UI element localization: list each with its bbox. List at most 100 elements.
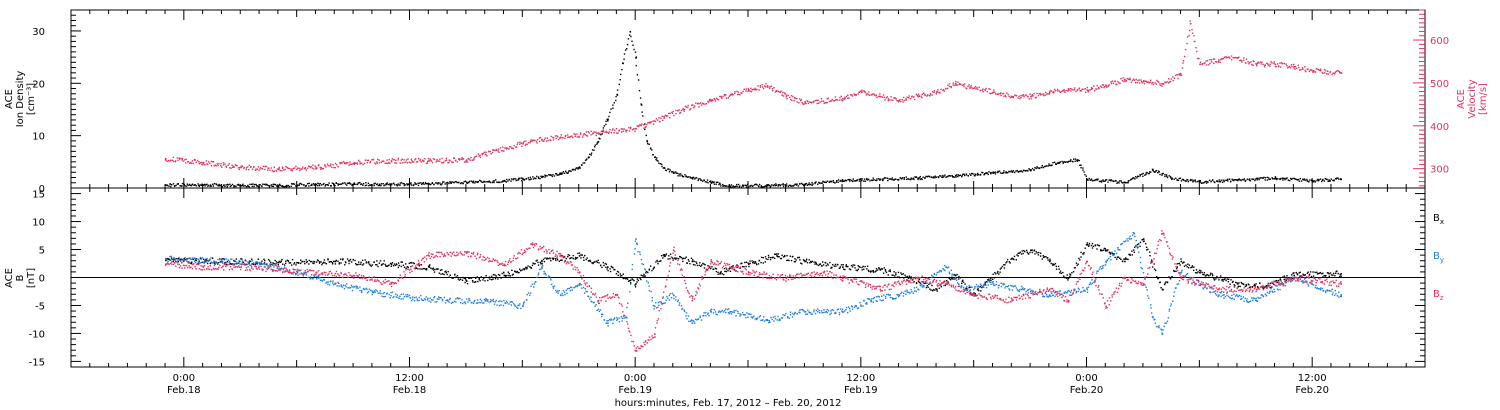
- density-point: [1127, 182, 1129, 184]
- bx-point: [895, 272, 897, 274]
- bx-point: [445, 270, 447, 272]
- velocity-point: [801, 102, 803, 104]
- bx-point: [1129, 254, 1131, 256]
- density-point: [1230, 180, 1232, 182]
- density-point: [724, 185, 727, 187]
- velocity-point: [851, 94, 853, 96]
- by-point: [832, 309, 835, 312]
- density-point: [1065, 161, 1067, 163]
- velocity-point: [247, 169, 250, 171]
- by-point: [897, 294, 899, 296]
- density-point: [657, 160, 659, 162]
- by-point: [719, 311, 721, 313]
- velocity-point: [1053, 91, 1055, 93]
- bx-point: [191, 261, 193, 263]
- bx-point: [798, 256, 801, 259]
- bx-point: [1059, 272, 1061, 274]
- velocity-point: [1136, 81, 1139, 84]
- by-point: [381, 295, 383, 297]
- by-point: [680, 304, 683, 307]
- velocity-point: [436, 160, 438, 162]
- velocity-point: [784, 93, 786, 95]
- density-point: [1094, 179, 1096, 182]
- density-point: [741, 184, 744, 186]
- by-point: [554, 289, 557, 292]
- velocity-point: [582, 134, 585, 136]
- bx-point: [1224, 278, 1226, 280]
- bx-point: [745, 261, 748, 263]
- bx-point: [1227, 281, 1230, 283]
- velocity-point: [415, 161, 418, 163]
- velocity-point: [1264, 64, 1266, 66]
- density-point: [680, 173, 682, 175]
- bx-point: [760, 261, 762, 264]
- density-point: [486, 181, 488, 183]
- velocity-point: [270, 167, 273, 169]
- velocity-point: [929, 94, 931, 96]
- by-point: [445, 299, 447, 302]
- density-point: [380, 184, 382, 187]
- by-point: [464, 301, 466, 303]
- velocity-point: [865, 94, 868, 96]
- by-point: [685, 315, 687, 317]
- velocity-point: [325, 166, 327, 168]
- density-point: [1247, 178, 1249, 180]
- velocity-point: [425, 162, 428, 164]
- velocity-marker: [484, 153, 487, 156]
- velocity-point: [950, 86, 952, 89]
- bx-point: [1088, 242, 1091, 245]
- velocity-point: [1086, 86, 1089, 89]
- velocity-point: [481, 152, 483, 155]
- density-point: [785, 185, 788, 187]
- by-point: [696, 319, 698, 321]
- density-point: [744, 184, 747, 186]
- density-point: [697, 179, 699, 182]
- by-point: [720, 310, 722, 313]
- velocity-point: [946, 87, 949, 90]
- density-point: [501, 181, 503, 183]
- velocity-point: [643, 127, 645, 129]
- bx-point: [736, 266, 738, 269]
- velocity-point: [1287, 66, 1290, 68]
- velocity-point: [1269, 65, 1271, 67]
- velocity-point: [890, 95, 892, 98]
- bx-point: [569, 257, 572, 259]
- by-point: [288, 270, 290, 272]
- velocity-point: [273, 170, 275, 172]
- velocity-tick-label: 600: [1430, 36, 1449, 47]
- field-tick-label: -10: [29, 329, 45, 340]
- density-point: [777, 184, 779, 186]
- velocity-marker: [1086, 89, 1089, 91]
- bx-point: [613, 269, 615, 271]
- density-point: [1284, 179, 1286, 181]
- velocity-point: [1033, 93, 1035, 95]
- velocity-point: [502, 146, 504, 148]
- density-point: [1115, 180, 1117, 182]
- by-point: [1032, 290, 1034, 292]
- by-point: [699, 316, 701, 318]
- by-point: [478, 301, 480, 304]
- velocity-point: [519, 141, 521, 143]
- bx-point: [474, 281, 476, 283]
- density-point: [1263, 176, 1265, 179]
- density-point: [1162, 172, 1164, 175]
- velocity-point: [1183, 55, 1186, 58]
- bx-point: [436, 268, 438, 270]
- bx-point: [881, 268, 884, 270]
- bx-point: [712, 268, 715, 271]
- bx-point: [293, 262, 296, 264]
- bx-point: [491, 279, 493, 281]
- density-point: [590, 152, 593, 154]
- by-point: [735, 315, 737, 317]
- density-point: [965, 174, 968, 176]
- by-point: [483, 302, 485, 304]
- density-point: [1141, 173, 1143, 175]
- bx-point: [394, 264, 397, 267]
- velocity-point: [824, 102, 826, 104]
- bx-point: [304, 263, 306, 265]
- density-point: [209, 184, 212, 186]
- velocity-point: [1293, 67, 1295, 69]
- velocity-point: [1248, 61, 1251, 64]
- density-point: [650, 147, 652, 149]
- velocity-point: [761, 86, 764, 88]
